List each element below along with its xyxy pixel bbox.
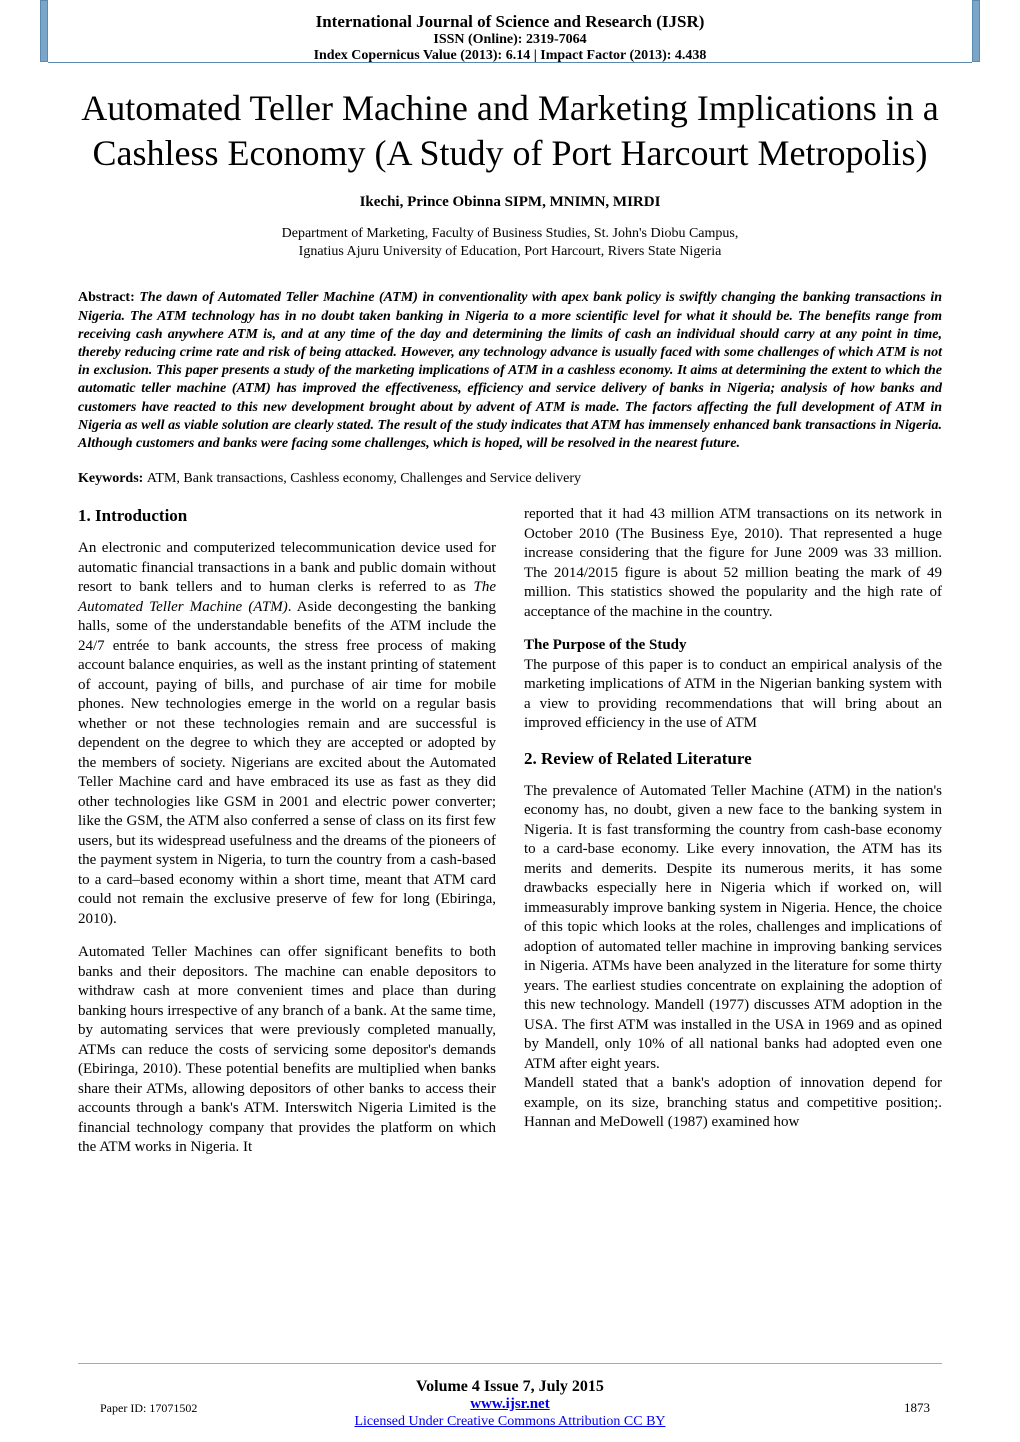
footer-license-link[interactable]: Licensed Under Creative Commons Attribut… — [354, 1414, 665, 1429]
author-line: Ikechi, Prince Obinna SIPM, MNIMN, MIRDI — [0, 194, 1020, 211]
paper-id: Paper ID: 17071502 — [100, 1401, 197, 1416]
column-left: 1. Introduction An electronic and comput… — [78, 505, 496, 1158]
affiliation: Department of Marketing, Faculty of Busi… — [0, 225, 1020, 261]
review-paragraph-1: The prevalence of Automated Teller Machi… — [524, 782, 942, 1075]
issn-line: ISSN (Online): 2319-7064 — [0, 32, 1020, 48]
keywords-block: Keywords: ATM, Bank transactions, Cashle… — [78, 471, 942, 487]
section-heading-intro: 1. Introduction — [78, 505, 496, 527]
paper-title: Automated Teller Machine and Marketing I… — [80, 86, 940, 176]
footer-url-link[interactable]: www.ijsr.net — [470, 1396, 549, 1412]
footer-volume: Volume 4 Issue 7, July 2015 — [0, 1378, 1020, 1396]
purpose-heading: The Purpose of the Study — [524, 636, 942, 656]
intro-paragraph-2-cont: reported that it had 43 million ATM tran… — [524, 505, 942, 622]
intro-paragraph-2: Automated Teller Machines can offer sign… — [78, 943, 496, 1158]
affiliation-line1: Department of Marketing, Faculty of Busi… — [282, 226, 739, 241]
header-accent-right — [972, 0, 980, 62]
review-paragraph-2: Mandell stated that a bank's adoption of… — [524, 1074, 942, 1133]
footer-rule — [78, 1363, 942, 1364]
keywords-label: Keywords: — [78, 471, 147, 486]
journal-name: International Journal of Science and Res… — [0, 12, 1020, 32]
header-accent-left — [40, 0, 48, 62]
affiliation-line2: Ignatius Ajuru University of Education, … — [299, 244, 722, 259]
intro-paragraph-1: An electronic and computerized telecommu… — [78, 539, 496, 929]
page: International Journal of Science and Res… — [0, 0, 1020, 1442]
purpose-paragraph: The purpose of this paper is to conduct … — [524, 656, 942, 734]
abstract-label: Abstract: — [78, 290, 139, 305]
keywords-text: ATM, Bank transactions, Cashless economy… — [147, 471, 581, 486]
intro-p1b: . Aside decongesting the banking halls, … — [78, 599, 496, 927]
section-heading-review: 2. Review of Related Literature — [524, 748, 942, 770]
header-rule — [48, 62, 972, 63]
column-right: reported that it had 43 million ATM tran… — [524, 505, 942, 1158]
abstract-text: The dawn of Automated Teller Machine (AT… — [78, 290, 942, 451]
page-number: 1873 — [904, 1400, 930, 1416]
intro-p1a: An electronic and computerized telecommu… — [78, 540, 496, 595]
abstract-block: Abstract: The dawn of Automated Teller M… — [78, 289, 942, 453]
two-column-body: 1. Introduction An electronic and comput… — [78, 505, 942, 1158]
